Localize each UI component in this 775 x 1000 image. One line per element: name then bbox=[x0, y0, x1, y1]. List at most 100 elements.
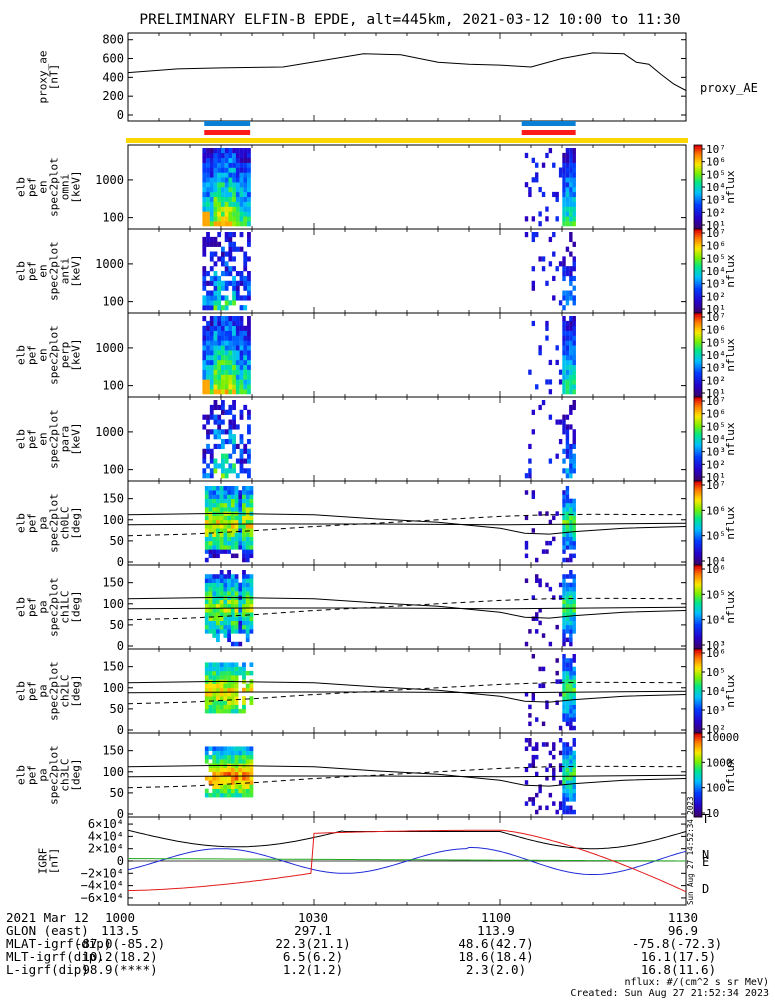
spectrogram-cell bbox=[243, 162, 248, 168]
spectrogram-cell bbox=[232, 221, 236, 227]
spectrogram-cell bbox=[216, 750, 220, 756]
spectrogram-cell bbox=[232, 201, 236, 207]
spectrogram-cell bbox=[234, 591, 239, 596]
spectrogram-cell bbox=[238, 586, 243, 592]
pitch-ch2LC-y-tick-label: 100 bbox=[102, 681, 124, 695]
spectrogram-cell bbox=[227, 486, 231, 491]
spectrogram-cell bbox=[569, 700, 573, 705]
spectrogram-cell bbox=[552, 251, 556, 257]
spectrogram-cell bbox=[562, 507, 566, 512]
spectrogram-cell bbox=[209, 369, 214, 375]
spectrogram-cell bbox=[204, 578, 209, 583]
spectrogram-cell bbox=[249, 494, 254, 499]
colorbar-cell bbox=[694, 651, 702, 654]
colorbar-cell bbox=[694, 201, 702, 205]
spectrogram-cell bbox=[217, 325, 222, 331]
spectrogram-cell bbox=[230, 536, 235, 542]
spectrogram-cell bbox=[242, 540, 246, 546]
spectrogram-cell bbox=[562, 746, 566, 751]
spectrogram-cell bbox=[569, 666, 573, 672]
spectrogram-cell bbox=[209, 409, 214, 415]
spectrogram-cell bbox=[565, 742, 570, 747]
spectrogram-cell bbox=[245, 759, 250, 764]
spectrogram-cell bbox=[228, 320, 233, 327]
spectrogram-cell bbox=[569, 679, 573, 684]
colorbar-cell bbox=[694, 460, 702, 463]
spectrogram-cell bbox=[245, 670, 250, 676]
spectrogram-cell bbox=[202, 295, 207, 301]
spectrogram-cell bbox=[213, 275, 218, 282]
spectrogram-cell bbox=[242, 582, 246, 588]
spectrogram-cell bbox=[204, 574, 209, 579]
spectrogram-cell bbox=[243, 345, 248, 351]
colorbar-cell bbox=[694, 304, 702, 308]
spectrogram-cell bbox=[212, 704, 217, 710]
spectrogram-cell bbox=[221, 162, 225, 168]
spectrogram-cell bbox=[531, 177, 536, 183]
spectrogram-cell bbox=[235, 201, 240, 207]
spectrogram-cell bbox=[247, 439, 251, 445]
spectrogram-cell bbox=[206, 162, 210, 168]
spectrogram-cell bbox=[569, 708, 573, 714]
spectrogram-cell bbox=[212, 586, 217, 592]
spectrogram-cell bbox=[249, 612, 254, 617]
spectrogram-cell bbox=[562, 599, 566, 605]
spectrogram-cell bbox=[227, 591, 231, 596]
spectrogram-cell bbox=[209, 206, 214, 212]
proxy-ae-y-label: proxy_ae[nT] bbox=[37, 51, 61, 104]
colorbar-cell bbox=[694, 163, 702, 167]
spectrogram-cell bbox=[232, 295, 236, 301]
spectrogram-cell bbox=[221, 443, 225, 450]
spectrogram-cell bbox=[212, 792, 217, 798]
spectrogram-cell bbox=[565, 713, 570, 718]
spectrogram-cell bbox=[206, 443, 210, 450]
spectrogram-cell bbox=[569, 754, 573, 760]
spectrogram-cell bbox=[562, 545, 566, 550]
spectrogram-cell bbox=[572, 666, 576, 672]
colorbar-cell bbox=[694, 720, 702, 723]
colorbar-cell bbox=[694, 455, 702, 459]
spectrogram-cell bbox=[562, 801, 566, 806]
spectrogram-cell bbox=[209, 256, 214, 262]
spectrogram-cell bbox=[238, 708, 243, 714]
spectrogram-cell bbox=[535, 384, 539, 390]
spectrogram-cell bbox=[569, 404, 573, 411]
spectrogram-cell bbox=[219, 498, 224, 504]
colorbar-tick-label: 10¹ bbox=[706, 471, 726, 484]
spectrogram-cell bbox=[206, 148, 210, 154]
spectrogram-cell bbox=[247, 379, 251, 385]
colorbar-cell bbox=[694, 260, 702, 264]
spectrogram-cell bbox=[227, 608, 231, 613]
spectrogram-cell bbox=[209, 187, 214, 193]
spectrogram-cell bbox=[221, 191, 225, 198]
spectrogram-cell bbox=[228, 236, 233, 243]
spectrogram-cell bbox=[562, 620, 566, 626]
spectrogram-cell bbox=[562, 641, 566, 647]
colorbar-tick-label: 10⁶ bbox=[706, 408, 726, 421]
spectrogram-cell bbox=[541, 400, 546, 406]
spectrogram-cell bbox=[247, 458, 251, 464]
spectrogram-cell bbox=[238, 784, 243, 789]
colorbar-cell bbox=[694, 151, 702, 154]
spectrogram-cell bbox=[569, 595, 573, 600]
spectrogram-cell bbox=[569, 359, 573, 366]
spectrogram-cell bbox=[569, 374, 573, 380]
spectrogram-cell bbox=[228, 172, 233, 178]
spectrogram-cell bbox=[239, 221, 244, 227]
spectrogram-cell bbox=[228, 157, 233, 163]
spectrogram-cell bbox=[238, 494, 243, 499]
spectrogram-cell bbox=[228, 316, 233, 322]
spectrogram-cell bbox=[219, 524, 224, 529]
spectrogram-cell bbox=[572, 187, 576, 193]
spectrogram-cell bbox=[249, 759, 254, 764]
spectrogram-cell bbox=[565, 574, 570, 579]
spectrogram-cell bbox=[572, 687, 576, 693]
spectrogram-cell bbox=[204, 620, 209, 626]
colorbar-label: nflux bbox=[724, 506, 737, 539]
spectrogram-cell bbox=[209, 359, 214, 366]
colorbar-cell bbox=[694, 443, 702, 446]
colorbar-cell bbox=[694, 224, 702, 228]
spectrogram-cell bbox=[204, 754, 209, 760]
colorbar-cell bbox=[694, 695, 702, 698]
